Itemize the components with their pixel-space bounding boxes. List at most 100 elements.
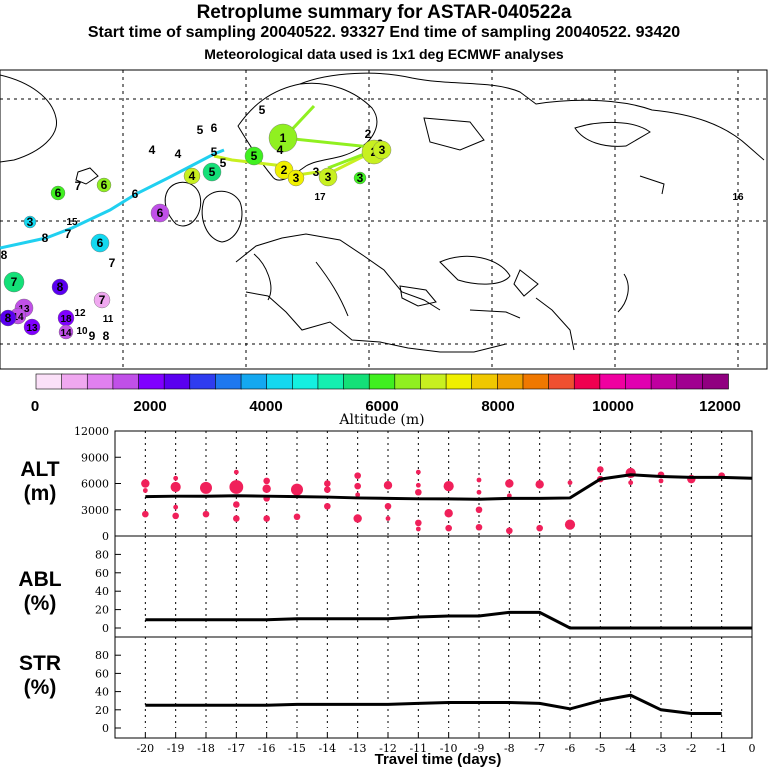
meteo-note: Meteorological data used is 1x1 deg ECMW… <box>204 46 564 62</box>
plume-marker: 2 <box>274 160 294 180</box>
plume-label: 16 <box>732 192 744 203</box>
panel-label-abl: ABL (%) <box>18 568 61 615</box>
alt-point <box>415 469 421 475</box>
plume-label: 3 <box>313 165 320 179</box>
legend-tick: 10000 <box>592 398 634 415</box>
alt-point <box>354 472 361 479</box>
legend-tick: 6000 <box>365 398 398 415</box>
legend-swatch <box>702 373 729 390</box>
plume-label: 4 <box>189 169 196 183</box>
plume-label: 13 <box>26 323 38 334</box>
plume-label: 7 <box>65 227 72 241</box>
alt-point <box>567 480 573 486</box>
plume-label: 8 <box>1 248 8 262</box>
x-tick-label: -14 <box>318 742 336 755</box>
plume-marker: 4 <box>277 143 284 157</box>
alt-point <box>293 513 301 521</box>
alt-point <box>291 483 303 496</box>
sampling-times: Start time of sampling 20040522. 93327 E… <box>87 24 681 41</box>
plume-label: 6 <box>211 121 218 135</box>
plume-label: 3 <box>293 171 300 185</box>
plume-marker: 17 <box>314 192 326 203</box>
legend-swatch <box>676 373 704 390</box>
alt-point <box>415 482 421 488</box>
map-graticule <box>0 70 767 369</box>
legend-swatch <box>189 373 217 390</box>
alt-point <box>233 501 240 508</box>
legend-swatch <box>138 373 165 390</box>
legend-swatch <box>35 373 63 390</box>
plume-label: 5 <box>197 123 204 137</box>
map-frame <box>0 69 768 370</box>
alt-point <box>476 477 482 483</box>
str-panel: 0 20 40 60 80 <box>95 637 723 735</box>
plume-label: 3 <box>325 170 332 184</box>
plume-circle <box>90 233 110 253</box>
alt-point <box>506 527 513 535</box>
legend-swatch <box>599 373 627 390</box>
plume-circle <box>268 123 298 153</box>
y-tick-label: 20 <box>95 604 109 617</box>
alt-point <box>142 510 149 518</box>
plume-marker: 6 <box>132 187 139 201</box>
alt-point <box>445 524 452 532</box>
alt-point <box>324 502 331 510</box>
plume-marker: 7 <box>75 179 82 193</box>
x-tick-label: -20 <box>136 742 154 755</box>
str-line <box>145 693 722 715</box>
x-tick-label: -9 <box>474 742 485 755</box>
y-tick-label: 40 <box>95 585 109 598</box>
alt-point <box>353 514 362 523</box>
plume-label: 18 <box>60 314 72 325</box>
plume-marker: 13 <box>23 318 41 336</box>
track-cyan <box>0 148 225 250</box>
y-tick-label: 60 <box>95 567 109 580</box>
alt-point <box>354 482 361 490</box>
alt-point <box>324 480 331 487</box>
plume-marker: 8 <box>42 231 49 245</box>
plume-circle <box>244 146 264 166</box>
plume-label: 13 <box>18 304 30 315</box>
alt-point <box>536 524 543 532</box>
plume-marker: 3 <box>313 165 320 179</box>
alt-mean-line <box>145 473 753 501</box>
altitude-color-scale <box>35 373 729 390</box>
plume-circle <box>51 278 69 296</box>
abl-line <box>145 610 752 630</box>
plume-marker: 11 <box>103 314 114 325</box>
plume-label: 5 <box>251 149 258 163</box>
plume-marker: 7 <box>3 271 25 293</box>
panel-label-alt: ALT (m) <box>20 458 59 505</box>
plume-marker: 15 <box>66 217 78 228</box>
plume-circle <box>93 291 111 309</box>
plume-marker: 6 <box>50 185 66 201</box>
alt-point <box>597 466 604 473</box>
alt-point <box>141 479 150 488</box>
alt-point <box>142 488 148 493</box>
alt-point <box>475 506 483 514</box>
plume-label: 7 <box>75 179 82 193</box>
plume-label: 7 <box>109 256 116 270</box>
plume-circle <box>202 162 222 182</box>
x-tick-label: -3 <box>656 742 667 755</box>
alt-point <box>173 475 179 481</box>
plume-label: 6 <box>97 236 104 250</box>
y-tick-label: 20 <box>95 704 109 717</box>
alt-point <box>173 504 179 510</box>
y-tick-label: 12000 <box>74 425 109 438</box>
legend-swatch <box>266 373 294 390</box>
legend-tick: 2000 <box>133 398 166 415</box>
alt-point <box>263 477 270 485</box>
plume-marker: 3 <box>318 167 338 187</box>
plume-marker: 3 <box>287 169 305 187</box>
plume-label: 4 <box>277 143 284 157</box>
abl-panel: 0 20 40 60 80 <box>95 536 752 635</box>
alt-point <box>200 481 212 494</box>
plume-label: 14 <box>60 328 72 339</box>
y-tick-label: 0 <box>102 722 109 735</box>
panel-label-str: STR (%) <box>19 652 61 699</box>
plume-circle <box>372 140 392 160</box>
legend-swatch <box>240 373 268 390</box>
legend-swatch <box>112 373 140 390</box>
x-tick-label: -7 <box>534 742 545 755</box>
